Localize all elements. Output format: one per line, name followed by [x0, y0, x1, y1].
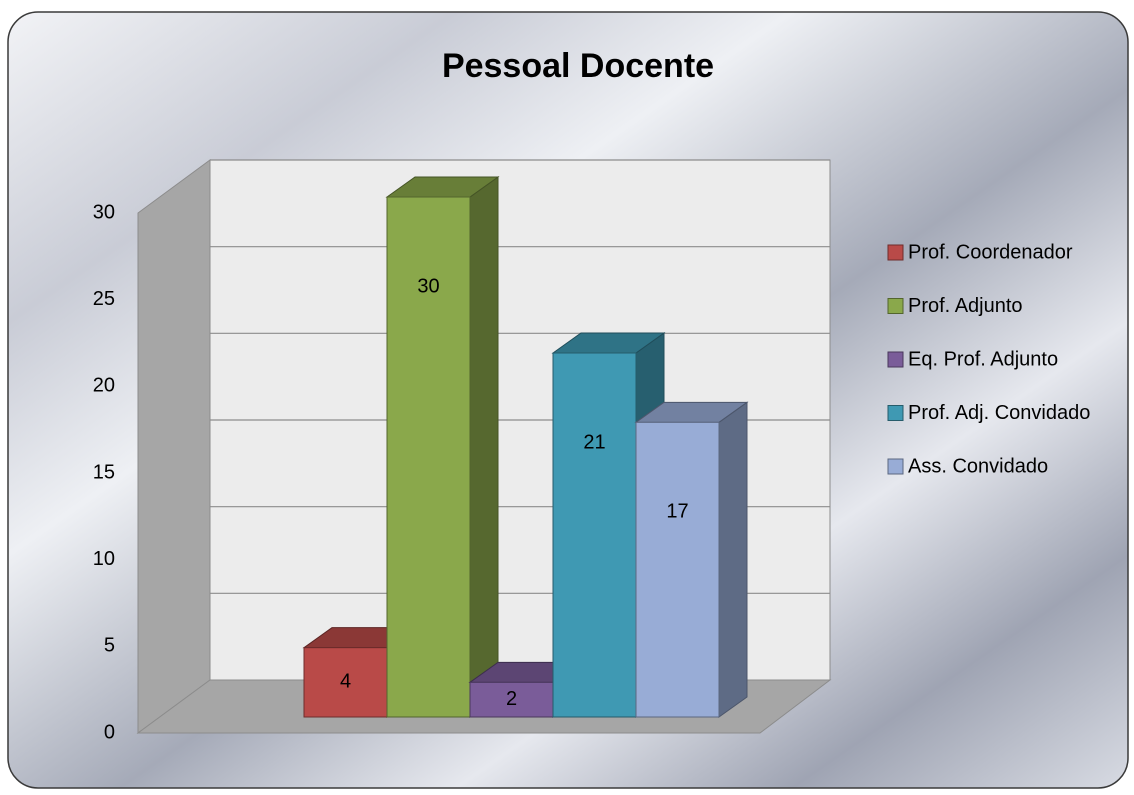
- legend-label: Prof. Adjunto: [908, 295, 1023, 317]
- bar-side: [718, 401, 748, 718]
- value-label: 17: [666, 501, 688, 523]
- value-label: 4: [340, 671, 351, 693]
- y-tick-label: 25: [93, 288, 115, 310]
- bar: [469, 681, 554, 718]
- value-label: 21: [583, 431, 605, 453]
- bar: [552, 352, 637, 718]
- y-tick-label: 15: [93, 461, 115, 483]
- legend-label: Ass. Convidado: [908, 455, 1048, 477]
- value-label: 2: [506, 688, 517, 710]
- y-tick-label: 20: [93, 375, 115, 397]
- legend-label: Prof. Adj. Convidado: [908, 402, 1090, 424]
- value-label: 30: [417, 275, 439, 297]
- bar-side: [469, 176, 499, 718]
- side-wall: [137, 159, 211, 734]
- bar: [303, 647, 388, 718]
- legend-swatch: [887, 298, 904, 314]
- y-tick-label: 30: [93, 201, 115, 223]
- legend-label: Eq. Prof. Adjunto: [908, 348, 1058, 370]
- bar: [386, 196, 471, 718]
- legend-swatch: [887, 351, 904, 368]
- legend-label: Prof. Coordenador: [908, 241, 1073, 263]
- legend-swatch: [887, 244, 904, 261]
- bar: [635, 421, 720, 718]
- y-tick-label: 0: [104, 721, 115, 743]
- chart-title: Pessoal Docente: [442, 47, 714, 85]
- legend-swatch: [887, 405, 904, 421]
- legend-swatch: [887, 458, 904, 475]
- y-tick-label: 10: [93, 548, 115, 570]
- y-tick-label: 5: [104, 635, 115, 657]
